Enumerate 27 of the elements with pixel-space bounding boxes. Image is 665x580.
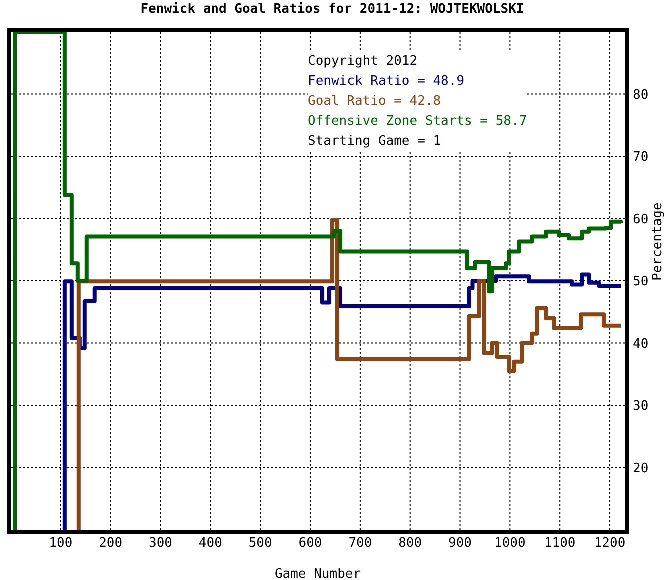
x-tick-label: 400 — [198, 536, 222, 552]
text: Goal Ratio = 42.8 — [308, 93, 442, 111]
x-tick-label: 500 — [248, 536, 272, 552]
text: Offensive Zone Starts = 58.7 — [308, 113, 528, 131]
y-tick-label: 70 — [633, 150, 649, 166]
x-tick-label: 800 — [398, 536, 422, 552]
x-tick-label: 1000 — [494, 536, 526, 552]
text: Fenwick Ratio = 48.9 — [308, 73, 466, 91]
y-tick-label: 60 — [633, 212, 649, 228]
y-tick-label: 80 — [633, 88, 649, 103]
annotation: Copyright 2012 — [308, 53, 419, 71]
y-axis-title: Percentage — [650, 202, 665, 281]
y-tick-label: 30 — [633, 399, 649, 414]
x-axis-title: Game Number — [274, 567, 362, 580]
chart-title: Fenwick and Goal Ratios for 2011-12: WOJTEKWOLSKI — [140, 2, 526, 17]
x-tick-label: 900 — [448, 536, 472, 552]
x-tick-label: 600 — [298, 536, 322, 552]
y-tick-label: 50 — [633, 274, 649, 290]
y-tick-label: 20 — [633, 461, 649, 476]
x-tick-label: 1100 — [544, 536, 576, 552]
x-tick-label: 1200 — [594, 536, 626, 552]
annotation: Starting Game = 1 — [308, 133, 442, 151]
x-tick-label: 300 — [149, 536, 172, 552]
x-tick-label: 100 — [49, 536, 73, 552]
x-tick-label: 700 — [348, 536, 372, 552]
y-tick-label: 40 — [633, 336, 649, 352]
x-tick-label: 200 — [99, 536, 123, 552]
